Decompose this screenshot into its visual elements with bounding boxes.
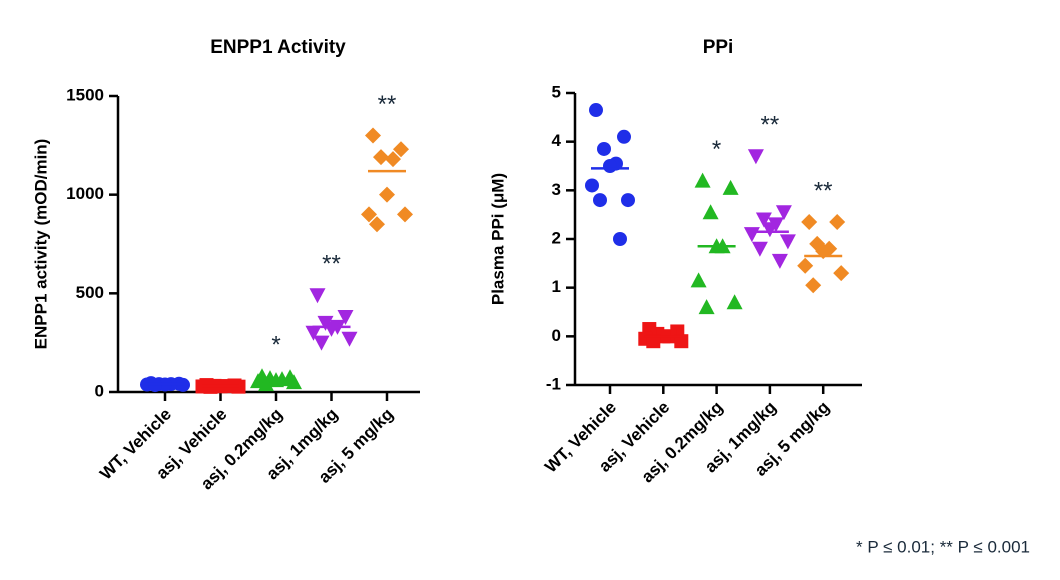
data-point [722, 179, 739, 195]
y-tick-label: 5 [552, 82, 561, 101]
data-point [801, 213, 818, 230]
data-point [694, 172, 711, 188]
data-point [597, 141, 611, 156]
data-point [833, 265, 850, 282]
data-point [698, 299, 715, 315]
data-point [621, 193, 635, 208]
data-point [702, 204, 719, 220]
data-point [726, 294, 743, 310]
data-point [593, 193, 607, 208]
data-point [309, 288, 326, 304]
data-point [755, 212, 772, 228]
y-axis-label: Plasma PPi (μM) [488, 173, 507, 305]
y-tick-label: 500 [76, 283, 104, 302]
y-tick-label: 1 [552, 277, 561, 296]
significance-label: ** [322, 251, 341, 278]
data-point [361, 206, 377, 223]
data-point [779, 234, 796, 250]
data-point [305, 325, 322, 341]
data-point [797, 257, 814, 274]
data-point [613, 232, 627, 246]
data-point [743, 227, 760, 243]
significance-label: ** [814, 177, 833, 204]
data-point [369, 216, 385, 233]
y-tick-label: 0 [552, 326, 561, 345]
data-point [337, 310, 354, 326]
y-tick-label: 4 [552, 131, 562, 150]
data-point [747, 149, 764, 165]
y-axis-label: ENPP1 activity (mOD/min) [31, 139, 50, 350]
data-point [385, 151, 401, 168]
data-point [771, 253, 788, 269]
data-point [690, 272, 707, 288]
significance-label: ** [378, 91, 397, 118]
chart-title: PPi [703, 37, 734, 58]
y-tick-label: -1 [546, 374, 561, 393]
significance-label: ** [761, 112, 780, 139]
y-tick-label: 0 [95, 381, 104, 400]
data-point [258, 376, 274, 392]
data-point [761, 222, 778, 238]
y-tick-label: 1500 [66, 85, 104, 104]
data-point [775, 205, 792, 221]
data-point [603, 159, 617, 173]
data-point [589, 103, 603, 118]
y-tick-label: 2 [552, 228, 561, 247]
significance-label: * [271, 332, 280, 359]
data-point [365, 127, 381, 144]
data-point [829, 213, 846, 230]
chart-title: ENPP1 Activity [210, 37, 346, 58]
footnote: * P ≤ 0.01; ** P ≤ 0.001 [856, 537, 1030, 556]
y-tick-label: 3 [552, 180, 561, 199]
data-point [286, 374, 302, 390]
data-point [805, 277, 822, 294]
data-point [617, 129, 631, 144]
data-point [751, 241, 768, 257]
data-point [313, 335, 330, 351]
significance-label: * [712, 136, 721, 163]
data-point [373, 149, 389, 166]
y-tick-label: 1000 [66, 184, 104, 203]
data-point [341, 331, 358, 347]
data-point [674, 334, 689, 349]
data-point [393, 141, 409, 158]
data-point [379, 186, 395, 203]
data-point [646, 334, 661, 349]
data-point [397, 206, 413, 223]
data-point [323, 321, 340, 337]
data-point [585, 178, 599, 193]
